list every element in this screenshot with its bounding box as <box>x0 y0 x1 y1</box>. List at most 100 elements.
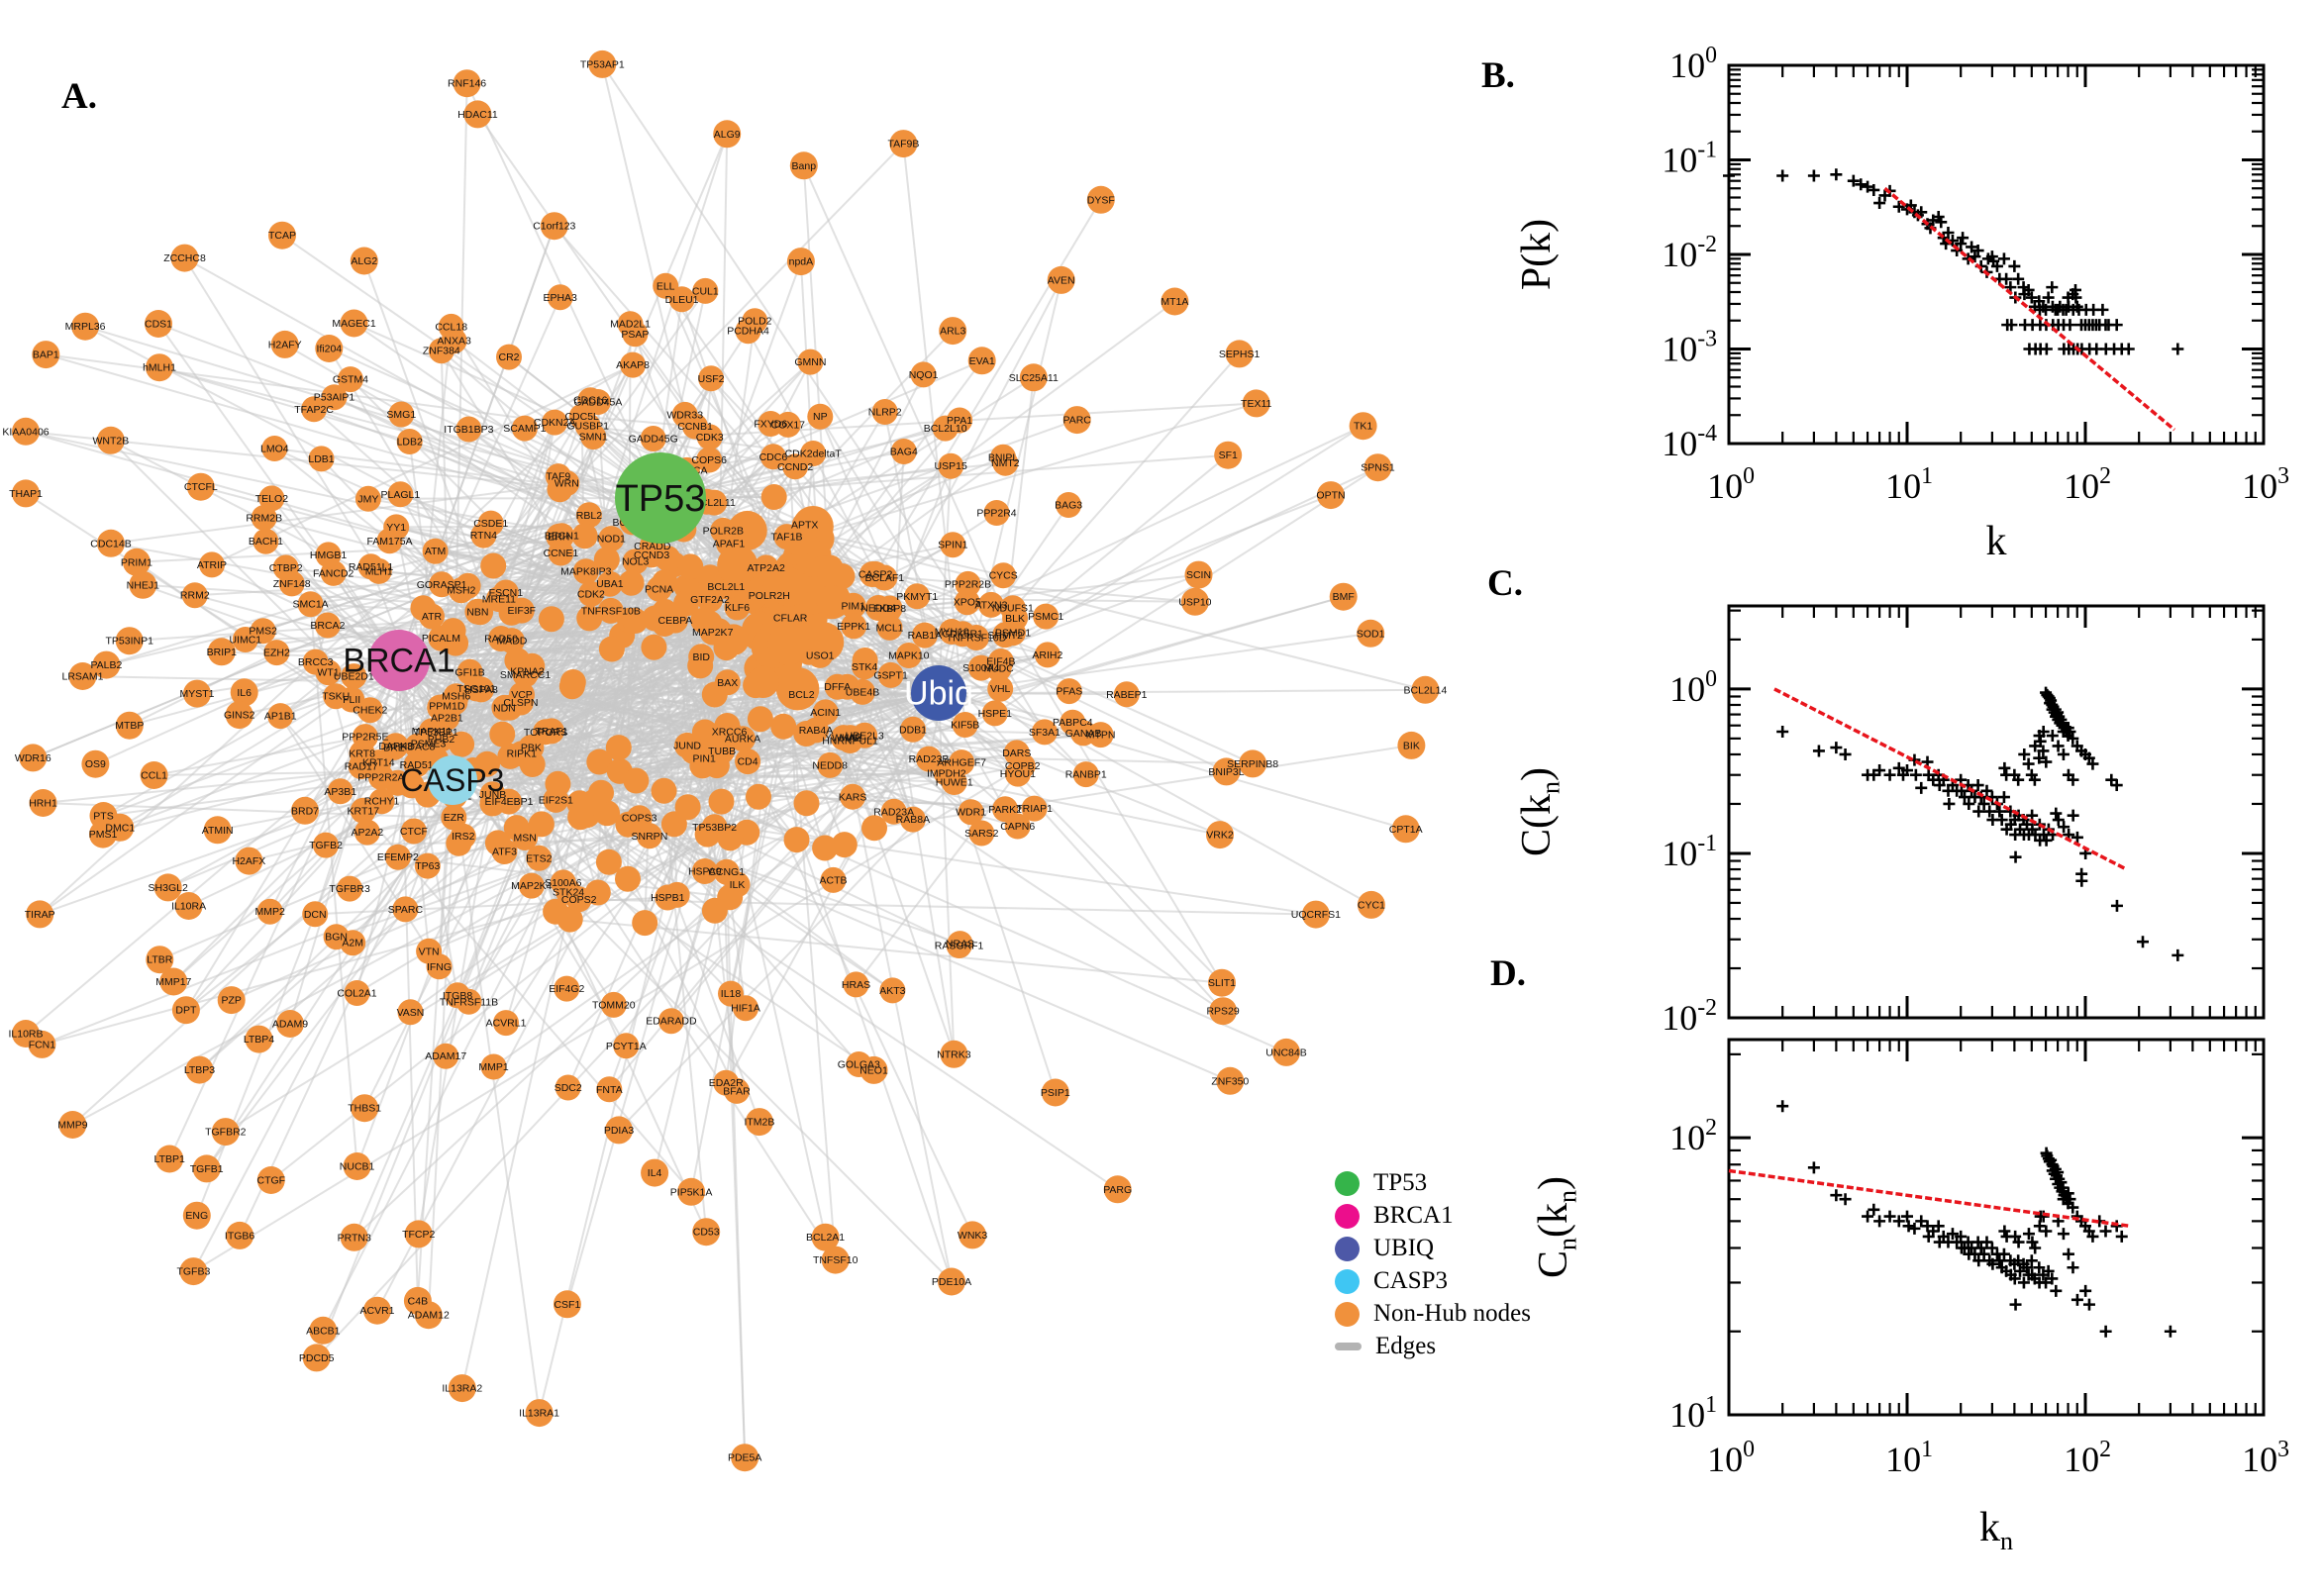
network-node <box>453 69 481 98</box>
network-node-label: ETS2 <box>526 852 552 864</box>
network-node <box>858 561 885 587</box>
data-point <box>1862 180 1874 193</box>
network-node <box>987 675 1014 702</box>
network-node <box>489 721 516 748</box>
network-node <box>171 996 200 1025</box>
network-node-label: NOL3 <box>622 556 650 568</box>
network-node-label: CHEK2 <box>353 705 387 717</box>
network-node-label: TRIAP1 <box>1016 803 1053 815</box>
network-node <box>783 827 810 853</box>
data-point <box>1883 768 1896 781</box>
data-point <box>2086 757 2099 770</box>
network-node <box>1072 761 1099 788</box>
data-point <box>2040 1276 2053 1289</box>
network-node <box>812 835 839 861</box>
network-node-label: NQO1 <box>909 369 939 381</box>
network-node <box>834 673 860 700</box>
network-node-label: npdA <box>789 256 814 268</box>
network-node-label: CPT1A <box>1389 824 1423 836</box>
data-point <box>2046 1272 2059 1285</box>
network-node <box>251 505 277 531</box>
network-node-label: POLD2 <box>738 316 772 328</box>
network-node-label: UBA1 <box>596 578 624 590</box>
data-point <box>2046 730 2059 743</box>
network-node-label: CSF1 <box>554 1299 580 1311</box>
network-node-label: MMP2 <box>255 906 285 918</box>
network-node-label: TNFSF10 <box>813 1254 858 1266</box>
network-node <box>301 396 328 423</box>
network-node <box>797 349 824 375</box>
network-node <box>545 770 571 797</box>
network-node <box>547 284 573 311</box>
network-node-label: MMP17 <box>155 976 191 988</box>
data-point <box>2079 1284 2092 1297</box>
network-node <box>783 523 817 556</box>
network-node <box>549 523 575 549</box>
network-node-label: WT1 <box>317 667 339 679</box>
network-node-label: PPP2R2A <box>357 771 404 783</box>
network-node-label: EFEMP2 <box>377 851 419 863</box>
axis-label: C(kn​) <box>1514 767 1565 856</box>
network-node-label: SH3GL2 <box>149 882 188 894</box>
network-node-label: CDK3 <box>696 432 724 444</box>
network-node <box>302 901 329 928</box>
network-node <box>340 1223 368 1251</box>
network-edge <box>805 466 1378 735</box>
network-node <box>81 749 110 778</box>
network-node-label: ACIN1 <box>810 707 841 719</box>
network-node-label: TRAF1 <box>535 726 567 738</box>
data-point <box>1990 259 2003 272</box>
data-point <box>1723 169 1735 182</box>
network-node-label: TGFBR2 <box>205 1127 247 1139</box>
network-node-label: PMS2 <box>249 626 277 638</box>
network-node-label: C4B <box>408 1295 428 1307</box>
data-point <box>1839 748 1852 760</box>
network-node <box>170 244 199 272</box>
data-point <box>2008 259 2021 272</box>
network-edge <box>1012 632 1223 984</box>
network-node-label: ATRIP <box>197 559 227 571</box>
legend-label: BRCA1 <box>1373 1202 1454 1229</box>
network-node <box>571 523 598 549</box>
network-node <box>92 650 121 679</box>
network-node <box>540 212 568 241</box>
network-node <box>1397 731 1426 759</box>
data-point <box>1955 784 1968 797</box>
network-node-label: NP <box>813 411 828 423</box>
network-edge <box>618 781 956 1132</box>
network-node-label: ILK <box>730 879 746 891</box>
network-node <box>596 570 623 597</box>
data-point <box>1955 1230 1968 1243</box>
network-node-label: MADD <box>496 636 527 648</box>
network-node-label: PPP2R4 <box>976 508 1016 520</box>
network-node-label: BMF <box>1333 591 1355 603</box>
network-node <box>807 403 834 430</box>
network-node <box>652 569 678 596</box>
network-node <box>877 661 904 688</box>
data-point <box>1959 791 1970 804</box>
network-node-label: LDB2 <box>397 437 423 449</box>
network-node <box>932 415 959 442</box>
data-point <box>2025 1254 2038 1267</box>
data-point <box>1946 1228 1959 1241</box>
data-point <box>2064 725 2076 738</box>
network-node <box>538 606 564 633</box>
edge-swatch-icon <box>1335 1343 1362 1350</box>
network-node <box>977 591 1004 618</box>
data-point <box>2057 748 2070 760</box>
network-node-label: BACH1 <box>249 536 283 548</box>
hub-node-brca1 <box>368 630 430 691</box>
data-point <box>2096 303 2109 316</box>
data-point <box>2057 1228 2070 1241</box>
network-node-label: CFLAR <box>773 613 808 625</box>
network-node-label: ARL3 <box>940 326 965 338</box>
network-node-label: JUND <box>673 740 701 751</box>
data-point <box>2000 272 2013 285</box>
data-point <box>1969 250 1981 263</box>
network-node <box>759 444 786 470</box>
network-node <box>309 1316 338 1345</box>
network-node <box>598 636 625 662</box>
data-point <box>1980 784 1993 797</box>
